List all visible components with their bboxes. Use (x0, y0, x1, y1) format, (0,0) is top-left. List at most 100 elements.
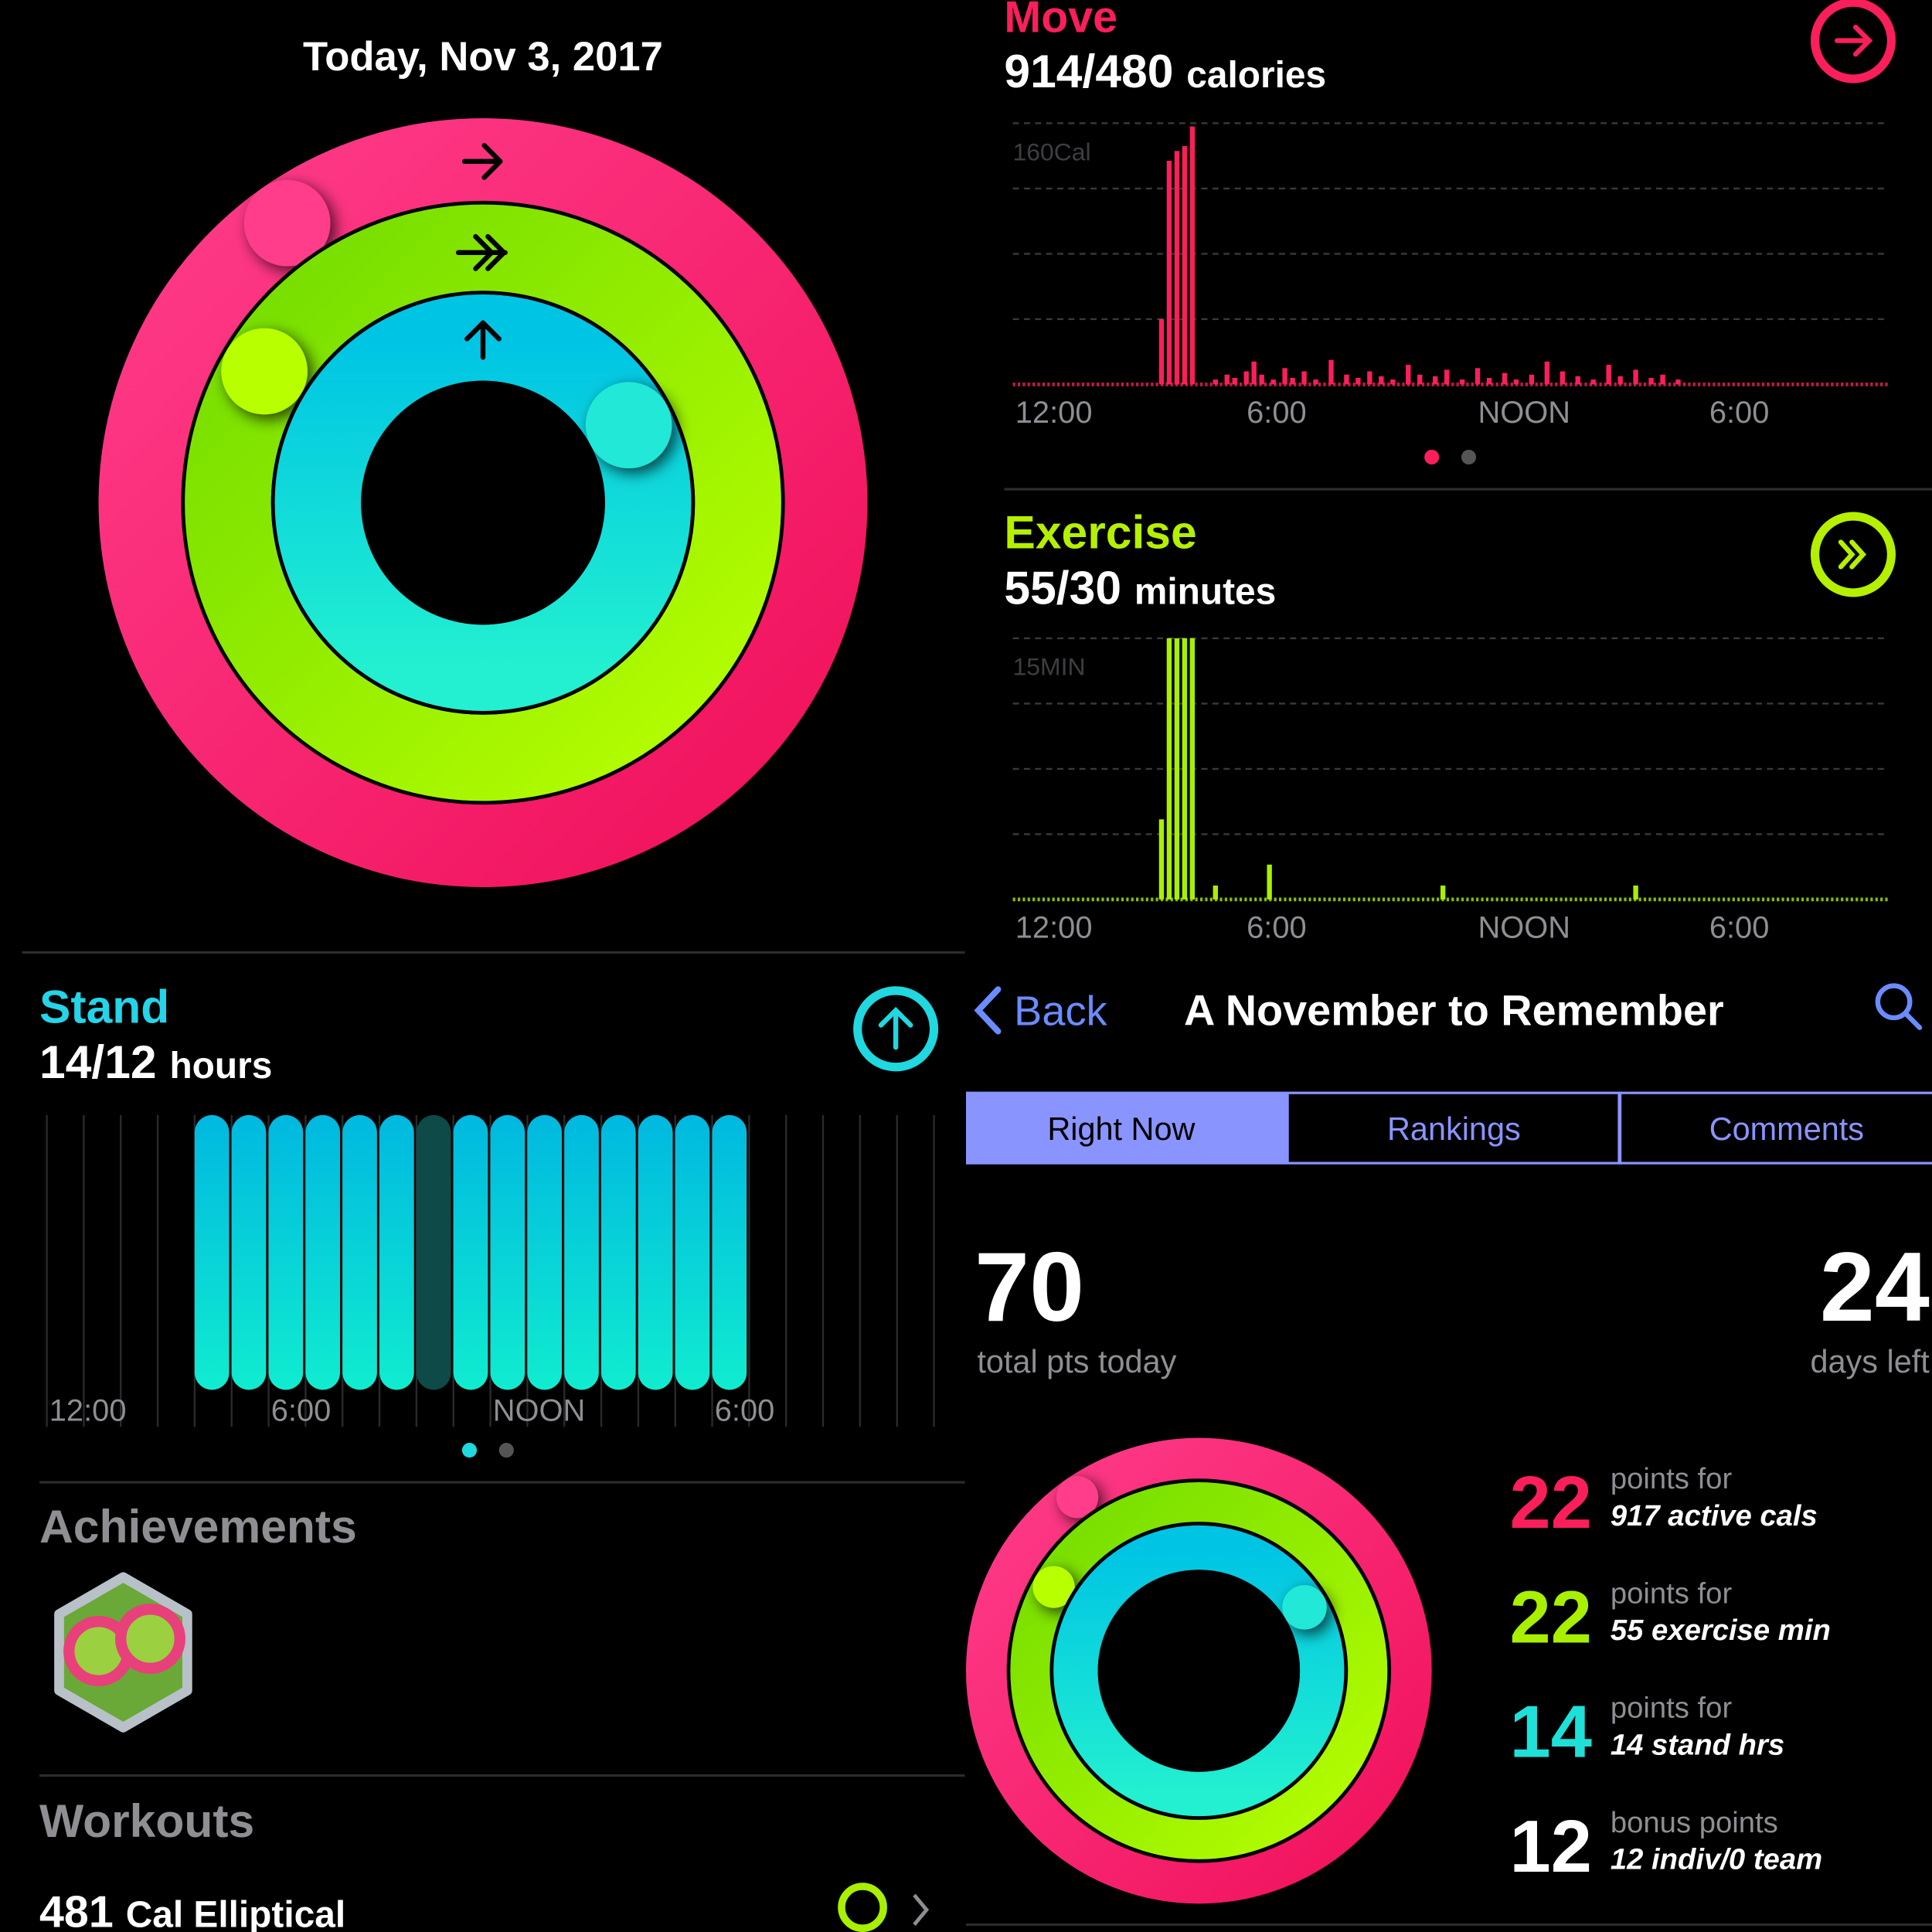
bar (1189, 126, 1196, 385)
workout-row[interactable]: 481 Cal Elliptical (39, 1883, 930, 1932)
bar (1213, 379, 1218, 385)
stand-bar (601, 1114, 636, 1390)
bar (1158, 819, 1165, 900)
bar (1529, 374, 1535, 385)
bar (1328, 359, 1334, 385)
bar (1189, 638, 1196, 900)
stand-bar (342, 1114, 377, 1390)
days-label: days left (1810, 1343, 1930, 1379)
tab-right-now[interactable]: Right Now (966, 1091, 1287, 1165)
points-list: 22 points for 917 active cals 22 points for 5… (1510, 1461, 1831, 1888)
bar (1633, 369, 1638, 385)
points-detail: 917 active cals (1611, 1499, 1818, 1532)
bar (1270, 379, 1276, 385)
bar (1617, 376, 1623, 385)
exercise-unit: minutes (1134, 571, 1276, 612)
stand-bar (675, 1114, 710, 1390)
bar (1174, 151, 1180, 385)
achievement-badge[interactable] (54, 1572, 192, 1733)
bar (1158, 318, 1165, 385)
points-label: bonus points (1611, 1806, 1778, 1839)
y-tick-label: 160Cal (1013, 138, 1091, 165)
x-tick-label: 12:00 (1015, 396, 1093, 430)
bar (1174, 638, 1180, 900)
bar (1344, 374, 1349, 385)
bar (1367, 371, 1372, 385)
workouts-title: Workouts (39, 1794, 254, 1847)
bar (1224, 374, 1230, 385)
points-detail: 55 exercise min (1611, 1614, 1831, 1647)
ring-arrows (455, 142, 508, 360)
stand-bar (194, 1114, 230, 1390)
stand-bar (490, 1114, 526, 1390)
bar (1313, 379, 1318, 385)
bar (1355, 377, 1361, 385)
stand-bar (416, 1114, 451, 1390)
ring-cap (1032, 1566, 1075, 1608)
bar (1390, 379, 1396, 385)
bar (1182, 146, 1188, 385)
x-tick-label: 12:00 (49, 1393, 127, 1427)
exercise-progress: 55/30 (1004, 561, 1121, 614)
stand-bar (379, 1114, 414, 1390)
stand-unit: hours (169, 1046, 272, 1087)
bar (1251, 361, 1257, 385)
bar (1406, 365, 1411, 385)
tab-label: Right Now (1047, 1111, 1196, 1147)
points-value: 22 (1510, 1576, 1592, 1658)
stand-bar (527, 1114, 563, 1390)
x-tick-label: 12:00 (1015, 910, 1093, 944)
x-tick-label: 6:00 (271, 1393, 332, 1427)
bar (1475, 368, 1481, 385)
stand-button[interactable] (853, 986, 939, 1072)
date: Today, Nov 3, 2017 (303, 34, 663, 80)
achievements-title: Achievements (39, 1500, 357, 1553)
bar (1182, 638, 1188, 900)
ring (185, 204, 781, 801)
x-tick-label: NOON (493, 1393, 586, 1427)
tab-label: Comments (1709, 1111, 1864, 1147)
bar (1560, 371, 1566, 385)
ring (966, 1437, 1432, 1904)
bar (1648, 377, 1654, 385)
stand-progress: 14/12 (39, 1036, 157, 1088)
workout-amount: 481 (39, 1888, 114, 1932)
ring-cap (585, 382, 672, 469)
move-button[interactable] (1810, 0, 1896, 83)
bar (1301, 371, 1307, 385)
screen-title: A November to Remember (1184, 986, 1724, 1035)
bar (1502, 372, 1508, 385)
move-unit: calories (1186, 55, 1326, 96)
stand-bar (564, 1114, 599, 1390)
bar (1243, 371, 1249, 385)
stand-bar (453, 1114, 488, 1390)
bar (1259, 374, 1264, 385)
rings (94, 114, 1436, 1908)
x-tick-label: 6:00 (715, 1393, 775, 1427)
exercise-button[interactable] (1810, 512, 1896, 597)
bar (1166, 638, 1172, 900)
points-label: points for (1611, 1462, 1733, 1495)
back-button[interactable]: Back (974, 986, 1108, 1035)
tab-comments[interactable]: Comments (1619, 1091, 1932, 1165)
bar (1633, 885, 1638, 900)
points-label: points for (1611, 1692, 1733, 1725)
x-tick-label: 6:00 (1247, 396, 1307, 430)
x-tick-label: 6:00 (1247, 910, 1307, 944)
ring-cap (1282, 1585, 1327, 1630)
bar (1166, 161, 1172, 385)
bar (1513, 379, 1519, 385)
bar (1544, 361, 1550, 385)
points-label: points for (1611, 1577, 1733, 1610)
ring-cap (221, 328, 308, 415)
search-button[interactable] (1875, 983, 1923, 1030)
tab-rankings[interactable]: Rankings (1286, 1091, 1621, 1165)
bar (1675, 379, 1681, 385)
total-label: total pts today (977, 1343, 1176, 1379)
days-left: 24 (1820, 1233, 1930, 1342)
page-dot (1461, 449, 1477, 465)
points-value: 22 (1510, 1461, 1592, 1544)
ring-cap (243, 179, 331, 267)
move-title: Move (1004, 0, 1117, 42)
